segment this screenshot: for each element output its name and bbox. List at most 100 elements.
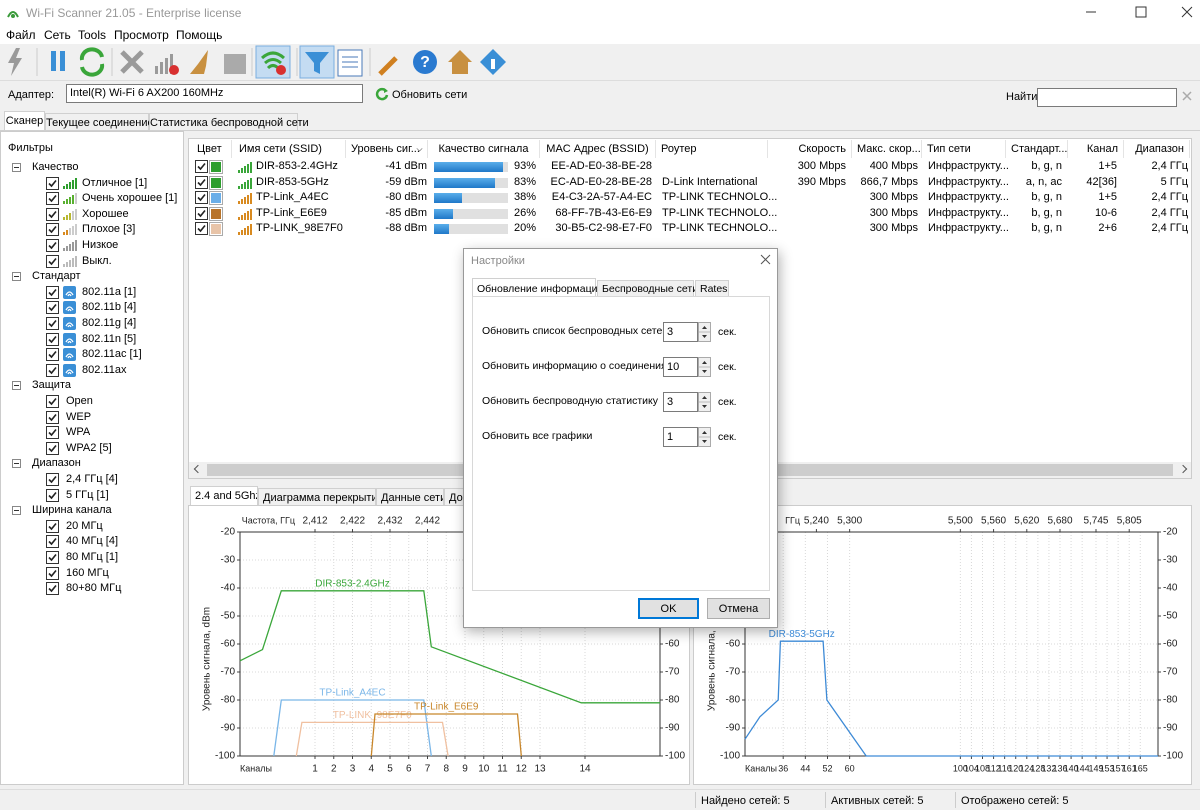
checkbox[interactable] [46, 410, 59, 424]
checkbox[interactable] [195, 191, 208, 205]
checkbox[interactable] [46, 207, 59, 221]
scan-button[interactable] [8, 48, 22, 76]
refresh-button[interactable] [79, 47, 105, 77]
spinner[interactable] [698, 322, 711, 342]
field-input[interactable]: 10 [663, 357, 698, 377]
x-tick-label: 157 [1111, 763, 1126, 773]
checkbox[interactable] [46, 301, 59, 315]
signal-curve [295, 721, 449, 757]
checkbox[interactable] [195, 175, 208, 189]
tab[interactable]: Сканер [4, 111, 45, 131]
dialog-tab[interactable]: Rates [695, 280, 729, 296]
pause-button[interactable] [51, 51, 65, 71]
spinner[interactable] [698, 357, 711, 377]
column-header[interactable]: MAC Адрес (BSSID) [540, 140, 656, 158]
tab[interactable]: Диаграмма перекрытия [258, 488, 376, 505]
field-input[interactable]: 3 [663, 322, 698, 342]
checkbox[interactable] [46, 223, 59, 237]
router: TP-LINK TECHNOLO... [662, 206, 778, 219]
cancel-button[interactable]: Отмена [707, 598, 770, 619]
field-label: Обновить информацию о соединениях [482, 360, 672, 372]
dialog-tab[interactable]: Беспроводные сети [597, 280, 698, 296]
signal-icon [238, 177, 252, 189]
home-button[interactable] [448, 50, 472, 74]
ok-button[interactable]: OK [638, 598, 699, 619]
x-tick-label: 136 [1052, 763, 1067, 773]
column-header[interactable]: Цвет [192, 140, 232, 158]
refresh-button[interactable]: Обновить сети [392, 89, 468, 101]
dialog-close[interactable] [758, 251, 774, 267]
menu-item[interactable]: Просмотр [114, 28, 169, 42]
checkbox[interactable] [46, 566, 59, 580]
checkbox[interactable] [46, 363, 59, 377]
checkbox[interactable] [46, 332, 59, 346]
close[interactable] [1181, 6, 1193, 18]
search-input[interactable] [1037, 88, 1177, 107]
column-header[interactable]: Тип сети [922, 140, 1006, 158]
clean-button[interactable] [190, 50, 208, 74]
checkbox[interactable] [46, 551, 59, 564]
column-header[interactable]: Скорость [768, 140, 852, 158]
checkbox[interactable] [46, 254, 59, 268]
checkbox[interactable] [46, 441, 59, 455]
help-button[interactable]: ? [413, 50, 437, 74]
tab[interactable]: Статистика беспроводной сети [149, 113, 309, 130]
tab[interactable]: Текущее соединение [45, 113, 154, 130]
checkbox[interactable] [46, 395, 59, 408]
signal-button[interactable] [155, 54, 179, 75]
spinner[interactable] [698, 392, 711, 412]
checkbox[interactable] [46, 317, 59, 330]
spinner[interactable] [698, 427, 711, 447]
settings-button[interactable] [378, 56, 398, 76]
adapter-select[interactable]: Intel(R) Wi-Fi 6 AX200 160MHz [66, 84, 363, 103]
checkbox[interactable] [195, 222, 208, 236]
log-button[interactable] [337, 49, 363, 77]
column-header[interactable]: Канал [1068, 140, 1124, 158]
checkbox[interactable] [46, 285, 59, 299]
maximize[interactable] [1135, 6, 1147, 18]
checkbox[interactable] [46, 535, 59, 549]
checkbox[interactable] [195, 160, 208, 173]
checkbox[interactable] [46, 192, 59, 206]
export-button[interactable] [224, 54, 246, 74]
quality-bar [434, 162, 503, 172]
delete-button[interactable] [120, 50, 144, 74]
field-input[interactable]: 1 [663, 427, 698, 447]
column-header[interactable]: Стандарт... [1006, 140, 1068, 158]
clear-search[interactable] [1182, 91, 1192, 101]
checkbox[interactable] [46, 473, 59, 486]
column-header[interactable]: Уровень сиг... [346, 140, 428, 158]
checkbox[interactable] [46, 348, 59, 362]
standard: b, g, n [1031, 160, 1062, 172]
dialog-tab[interactable]: Обновление информации [472, 278, 603, 297]
tab[interactable]: 2.4 and 5Ghz [190, 486, 258, 505]
about-button[interactable] [480, 49, 506, 75]
checkbox[interactable] [46, 239, 59, 252]
network-button[interactable] [260, 51, 286, 75]
checkbox[interactable] [46, 426, 59, 440]
signal: -85 dBm [385, 206, 427, 219]
field-input[interactable]: 3 [663, 392, 698, 412]
tab[interactable]: Данные сети [376, 488, 444, 505]
menu-item[interactable]: Помощь [176, 28, 223, 42]
checkbox[interactable] [46, 176, 59, 190]
filter-item: 802.11n [5] [82, 332, 137, 345]
column-header[interactable]: Качество сигнала [428, 140, 540, 158]
network-type: Инфраструкту... [928, 191, 1009, 204]
column-header[interactable]: Макс. скор... [852, 140, 922, 158]
checkbox[interactable] [46, 582, 59, 596]
menu-item[interactable]: Tools [78, 28, 107, 42]
y-tick-label: -40 [221, 583, 236, 594]
checkbox[interactable] [46, 488, 59, 502]
band: 2,4 ГГц [1151, 160, 1188, 172]
menu-item[interactable]: Сеть [44, 28, 71, 42]
column-header[interactable]: Роутер [656, 140, 768, 158]
quality-track [434, 193, 508, 204]
filter-button[interactable] [305, 52, 329, 74]
checkbox[interactable] [46, 519, 59, 533]
menu-item[interactable]: Файл [6, 28, 36, 42]
checkbox[interactable] [195, 206, 208, 220]
column-header[interactable]: Диапазон [1124, 140, 1190, 158]
filter-item: 802.11ac [1] [82, 348, 142, 361]
column-header[interactable]: Имя сети (SSID) [234, 140, 346, 158]
